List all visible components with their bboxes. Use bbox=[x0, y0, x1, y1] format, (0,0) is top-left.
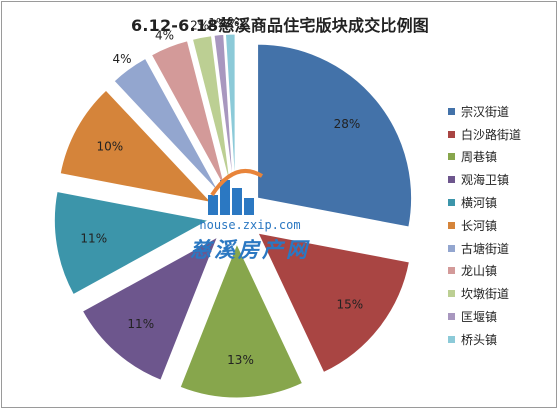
legend-label: 宗汉街道 bbox=[461, 104, 510, 119]
legend-swatch bbox=[448, 221, 455, 229]
legend-label: 白沙路街道 bbox=[461, 127, 522, 142]
chart-legend: 宗汉街道白沙路街道周巷镇观海卫镇横河镇长河镇古塘街道龙山镇坎墩街道匡堰镇桥头镇 bbox=[448, 100, 521, 351]
watermark-brand: 慈溪房产网 bbox=[190, 237, 310, 262]
legend-item-11: 桥头镇 bbox=[448, 328, 521, 351]
legend-swatch bbox=[448, 335, 455, 343]
legend-item-3: 周巷镇 bbox=[448, 146, 521, 169]
legend-item-8: 龙山镇 bbox=[448, 260, 521, 283]
slice-label-8: 4% bbox=[155, 29, 174, 43]
legend-item-10: 匡堰镇 bbox=[448, 305, 521, 328]
legend-label: 长河镇 bbox=[461, 218, 498, 233]
pie-slice-6 bbox=[59, 89, 213, 204]
slice-label-7: 4% bbox=[112, 52, 131, 66]
legend-swatch bbox=[448, 267, 455, 275]
legend-label: 桥头镇 bbox=[461, 332, 498, 347]
slice-label-2: 15% bbox=[336, 297, 363, 311]
pie-slice-2 bbox=[257, 232, 410, 374]
slice-label-1: 28% bbox=[334, 117, 361, 131]
chart-title: 6.12-6.18慈溪商品住宅版块成交比例图 bbox=[131, 16, 429, 35]
legend-label: 龙山镇 bbox=[461, 264, 498, 279]
pie-slice-5 bbox=[53, 190, 210, 296]
legend-item-6: 长河镇 bbox=[448, 214, 521, 237]
legend-item-7: 古塘街道 bbox=[448, 237, 521, 260]
slice-label-6: 10% bbox=[96, 140, 123, 154]
slice-label-5: 11% bbox=[80, 232, 107, 246]
legend-swatch bbox=[448, 130, 455, 138]
legend-item-9: 坎墩街道 bbox=[448, 282, 521, 305]
legend-item-1: 宗汉街道 bbox=[448, 100, 521, 123]
legend-label: 坎墩街道 bbox=[461, 287, 510, 302]
pie-slice-3 bbox=[179, 242, 304, 399]
legend-swatch bbox=[448, 244, 455, 252]
legend-item-4: 观海卫镇 bbox=[448, 168, 521, 191]
legend-label: 古塘街道 bbox=[461, 241, 510, 256]
legend-swatch bbox=[448, 290, 455, 298]
slice-label-4: 11% bbox=[127, 317, 154, 331]
watermark-url: house.zxip.com bbox=[199, 218, 301, 232]
pie-slice-8 bbox=[150, 40, 227, 191]
legend-label: 周巷镇 bbox=[461, 150, 498, 165]
legend-swatch bbox=[448, 313, 455, 321]
slice-label-9: 2% bbox=[190, 18, 209, 32]
pie-slice-4 bbox=[81, 235, 219, 381]
slice-label-10: 1% bbox=[208, 16, 227, 30]
legend-swatch bbox=[448, 176, 455, 184]
legend-item-5: 横河镇 bbox=[448, 191, 521, 214]
watermark-building-logo bbox=[208, 169, 264, 215]
pie-slice-9 bbox=[191, 35, 232, 189]
slice-label-11: 1% bbox=[220, 15, 239, 29]
legend-swatch bbox=[448, 199, 455, 207]
legend-swatch bbox=[448, 153, 455, 161]
legend-item-2: 白沙路街道 bbox=[448, 123, 521, 146]
pie-slice-10 bbox=[213, 33, 234, 189]
legend-swatch bbox=[448, 107, 455, 115]
pie-slice-1 bbox=[257, 43, 413, 228]
pie-slice-11 bbox=[224, 33, 236, 189]
legend-label: 观海卫镇 bbox=[461, 173, 510, 188]
slice-label-3: 13% bbox=[227, 353, 254, 367]
pie-slice-7 bbox=[113, 57, 220, 194]
legend-label: 匡堰镇 bbox=[461, 310, 498, 325]
legend-label: 横河镇 bbox=[461, 196, 498, 211]
